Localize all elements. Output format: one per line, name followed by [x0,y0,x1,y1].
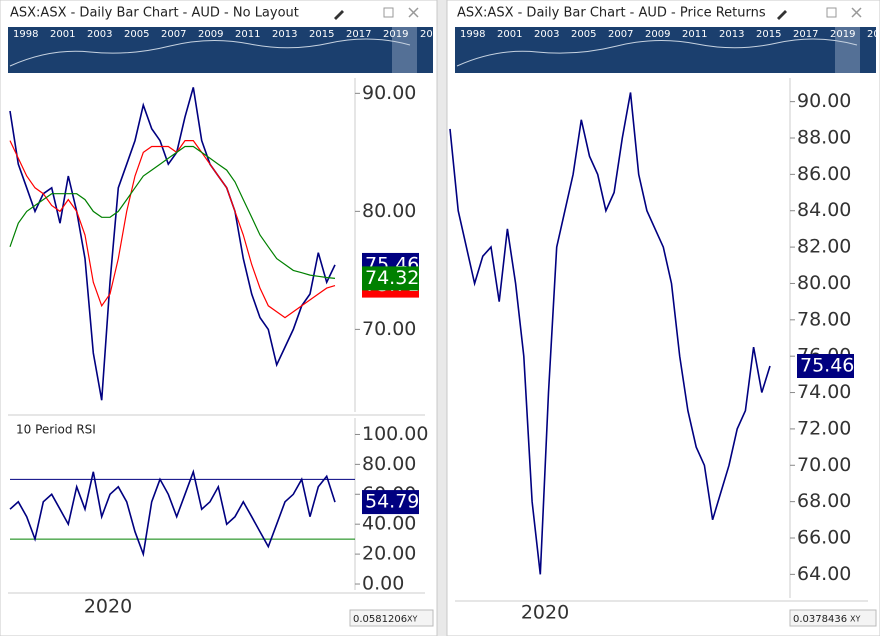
y-tick-label: 64.00 [797,563,851,585]
y-tick-label: 66.00 [797,527,851,549]
navigator-window [392,27,417,73]
footer-mode[interactable]: XY [850,615,860,624]
window-button[interactable] [383,7,394,18]
navigator-year: 20 [420,29,433,40]
last-value-box [797,354,854,378]
last-value-box [362,490,419,515]
footer-box [349,609,434,627]
navigator-year: 2009 [198,29,223,40]
footer-value: 0.0378436 [793,614,847,625]
window-frame [0,0,438,637]
navigator-window [835,27,860,73]
navigator-year: 2013 [272,29,297,40]
navigator-year: 2017 [793,29,818,40]
chart-window: ASX:ASX - Daily Bar Chart - AUD - Price … [446,0,880,637]
price-line [9,87,336,401]
y-tick-label: 80.00 [797,272,851,294]
navigator-year: 2019 [830,29,855,40]
y-tick-label: 70.00 [797,454,851,476]
x-axis-label: 2020 [84,596,132,618]
window-button[interactable] [826,7,837,18]
navigator-year: 2007 [161,29,186,40]
last-value-label: 75.46 [800,355,854,377]
navigator-year: 2011 [682,29,707,40]
y-tick-label: 68.00 [797,490,851,512]
last-value-box [362,266,419,291]
navigator-year: 20 [867,29,880,40]
last-value-label: 54.79 [365,491,419,513]
y-tick-label: 88.00 [797,127,851,149]
y-tick-label: 80.00 [362,200,416,222]
navigator-year: 2009 [645,29,670,40]
navigator-year: 2001 [497,29,522,40]
navigator-year: 2013 [719,29,744,40]
x-axis-label: 2020 [521,602,569,624]
navigator-year: 2015 [309,29,334,40]
navigator-trace [9,38,411,67]
y-tick-label: 70.00 [362,318,416,340]
price-line [9,468,336,558]
y-tick-label: 90.00 [797,90,851,112]
price-line [9,140,336,319]
navigator-year: 1998 [13,29,38,40]
y-tick-label: 84.00 [797,199,851,221]
y-tick-label: 80.00 [362,453,416,475]
navigator-year: 1998 [460,29,485,40]
navigator-year: 2003 [534,29,559,40]
close-button[interactable] [851,7,862,18]
edit-icon[interactable] [777,10,787,20]
price-line [9,145,336,279]
close-button[interactable] [408,7,419,18]
y-tick-label: 100.00 [362,423,428,445]
navigator-year: 2003 [87,29,112,40]
y-tick-label: 40.00 [362,513,416,535]
navigator-year: 2005 [124,29,149,40]
chart-window: ASX:ASX - Daily Bar Chart - AUD - No Lay… [0,0,438,637]
navigator[interactable] [8,27,433,73]
navigator[interactable] [455,27,876,73]
navigator-year: 2015 [756,29,781,40]
y-tick-label: 20.00 [362,543,416,565]
navigator-trace [456,38,858,67]
y-tick-label: 0.00 [362,573,404,595]
navigator-year: 2001 [50,29,75,40]
navigator-year: 2019 [383,29,408,40]
y-tick-label: 90.00 [362,82,416,104]
footer-value: 0.0581206 [353,614,407,625]
navigator-year: 2011 [235,29,260,40]
edit-icon[interactable] [334,10,344,20]
pane-title: 10 Period RSI [16,423,96,437]
y-tick-label: 82.00 [797,236,851,258]
price-line [449,92,771,575]
y-tick-label: 86.00 [797,163,851,185]
window-title: ASX:ASX - Daily Bar Chart - AUD - No Lay… [10,6,299,21]
y-tick-label: 72.00 [797,417,851,439]
navigator-year: 2005 [571,29,596,40]
footer-mode[interactable]: XY [407,615,417,624]
y-tick-label: 78.00 [797,308,851,330]
navigator-year: 2007 [608,29,633,40]
window-title: ASX:ASX - Daily Bar Chart - AUD - Price … [457,6,766,21]
y-tick-label: 74.00 [797,381,851,403]
navigator-year: 2017 [346,29,371,40]
last-value-label: 74.32 [365,267,419,289]
footer-box [789,609,877,627]
